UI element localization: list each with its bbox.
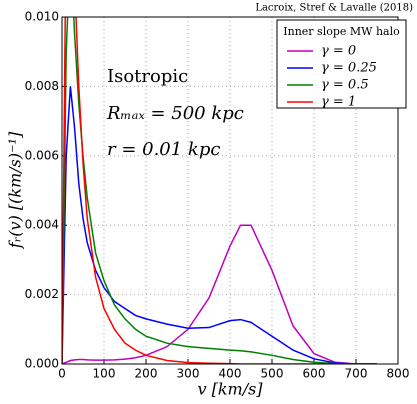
y-tick-label: 0.006 [25, 148, 59, 162]
x-tick-label: 0 [58, 367, 66, 381]
y-tick-label: 0.000 [25, 357, 59, 371]
legend-label: γ = 0.5 [321, 78, 369, 93]
x-tick-label: 400 [219, 367, 242, 381]
annotation: Isotropic [107, 66, 188, 87]
y-tick-label: 0.004 [25, 218, 59, 232]
annotation: Rₘₐₓ = 500 kpc [106, 103, 244, 124]
legend-title: Inner slope MW halo [283, 25, 400, 38]
y-axis-label: fᵣ(v) [(km/s)⁻¹] [6, 131, 25, 249]
plot-frame [61, 16, 399, 365]
y-tick-label: 0.008 [25, 79, 59, 93]
legend-label: γ = 0 [321, 44, 356, 59]
x-tick-label: 600 [303, 367, 326, 381]
series-line [62, 17, 377, 364]
x-tick-label: 100 [93, 367, 116, 381]
legend-label: γ = 0.25 [321, 61, 377, 76]
x-tick-label: 700 [345, 367, 368, 381]
x-tick-label: 500 [261, 367, 284, 381]
x-tick-label: 300 [177, 367, 200, 381]
annotation: r = 0.01 kpc [107, 139, 220, 160]
legend-box [276, 19, 407, 109]
series-line [62, 17, 377, 364]
legend-label: γ = 1 [321, 95, 356, 110]
plot-lines [62, 17, 377, 364]
x-tick-label: 200 [135, 367, 158, 381]
chart-title: Lacroix, Stref & Lavalle (2018) [255, 3, 413, 14]
y-tick-label: 0.010 [25, 10, 59, 24]
y-tick-label: 0.002 [25, 287, 59, 301]
x-axis-label: v [km/s] [197, 380, 263, 399]
x-tick-label: 800 [387, 367, 410, 381]
series-line [62, 86, 377, 364]
